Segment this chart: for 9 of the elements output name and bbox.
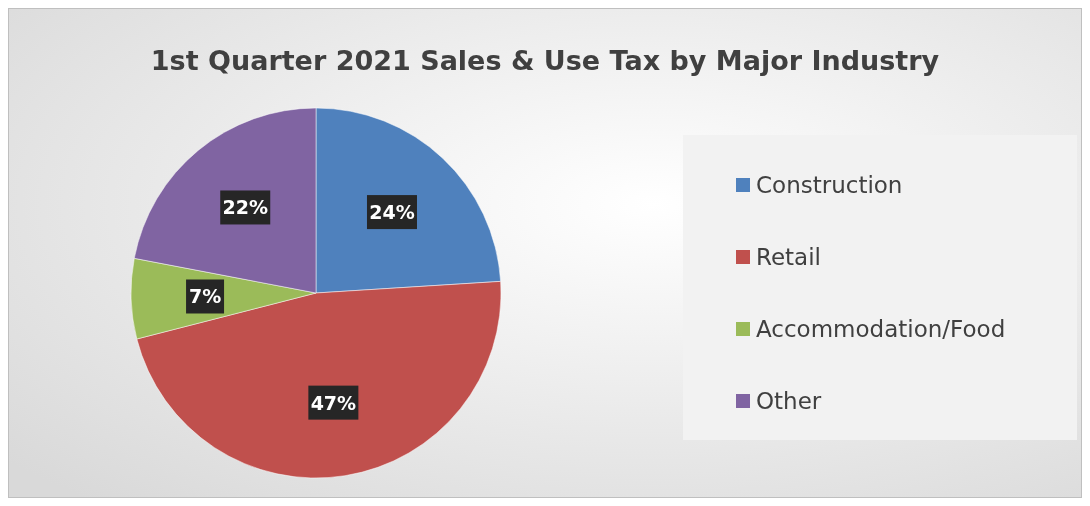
data-label: 47% xyxy=(310,391,357,414)
data-label: 7% xyxy=(188,285,222,308)
data-label: 22% xyxy=(222,196,268,219)
legend-label: Retail xyxy=(756,244,821,270)
legend-label: Construction xyxy=(756,172,903,198)
chart-title: 1st Quarter 2021 Sales & Use Tax by Major Industry xyxy=(150,45,940,76)
data-label: 24% xyxy=(369,201,415,224)
legend-label: Other xyxy=(756,388,822,414)
legend-label: Accommodation/Food xyxy=(756,316,1006,342)
